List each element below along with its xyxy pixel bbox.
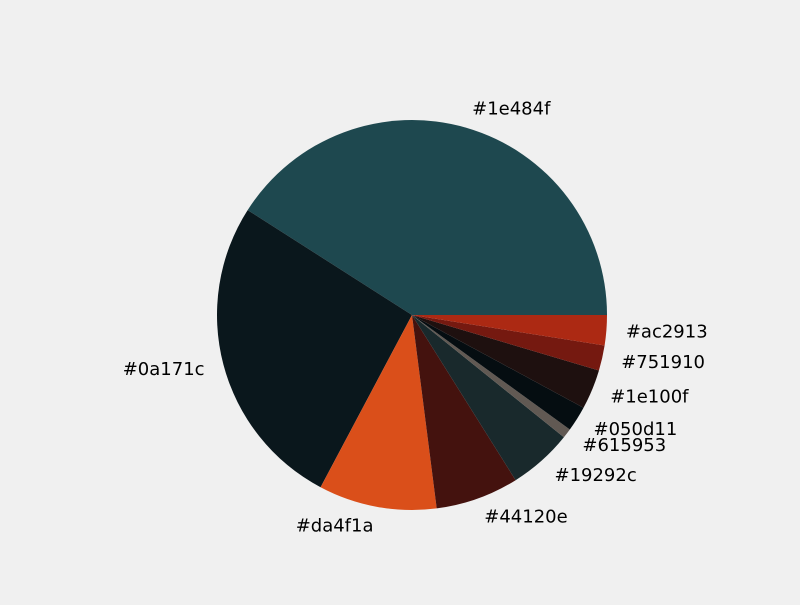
pie-slice-751910: [412, 315, 605, 371]
pie-label-1e100f: #1e100f: [610, 387, 689, 408]
pie-slice-0a171c: [217, 210, 412, 488]
pie-slice-1e100f: [412, 315, 599, 408]
pie-label-1e484f: #1e484f: [472, 99, 551, 120]
pie-label-615953: #615953: [582, 435, 666, 456]
pie-label-0a171c: #0a171c: [123, 359, 205, 380]
pie-slice-ac2913: [412, 315, 607, 346]
pie-label-da4f1a: #da4f1a: [296, 516, 374, 537]
pie-slice-44120e: [412, 315, 516, 509]
pie-label-ac2913: #ac2913: [626, 321, 708, 342]
pie-slice-615953: [412, 315, 570, 438]
pie-slices: [217, 120, 607, 511]
pie-slice-19292c: [412, 315, 564, 481]
pie-label-050d11: #050d11: [594, 419, 678, 440]
pie-slice-1e484f: [247, 120, 607, 315]
pie-label-19292c: #19292c: [554, 465, 636, 486]
pie-label-751910: #751910: [621, 352, 705, 373]
pie-slice-050d11: [412, 315, 584, 430]
pie-label-44120e: #44120e: [484, 506, 567, 527]
pie-labels: #1e484f #0a171c #da4f1a #44120e #19292c #6159…: [123, 99, 708, 537]
pie-slice-da4f1a: [320, 315, 437, 511]
